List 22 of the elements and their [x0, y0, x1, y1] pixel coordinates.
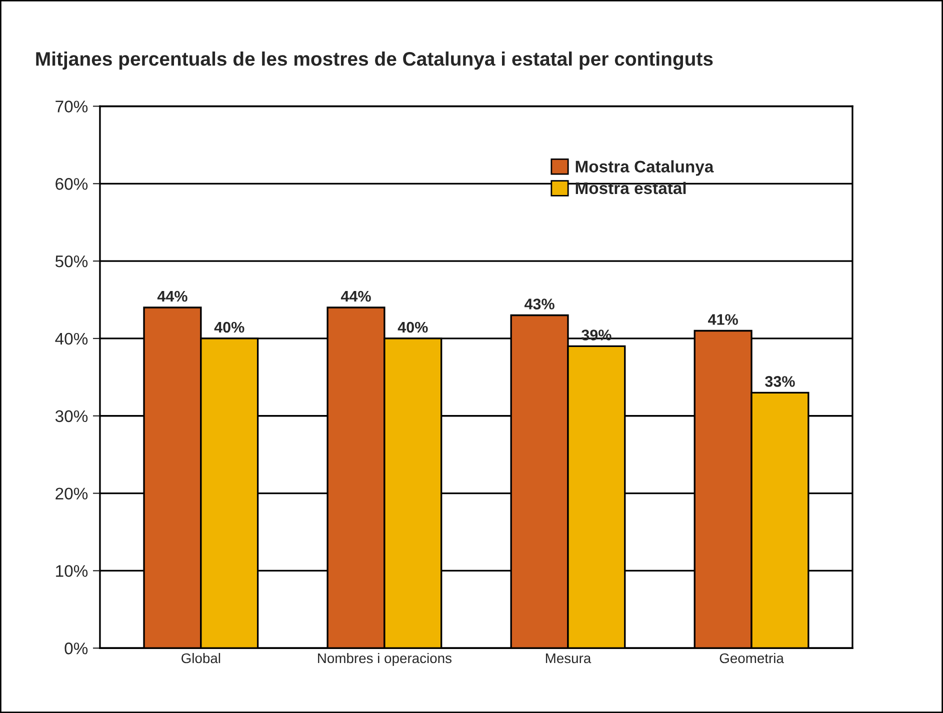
y-tick-label: 70%: [56, 100, 88, 112]
x-tick-label: Global: [182, 652, 220, 664]
y-tick-label: 0%: [64, 642, 88, 654]
y-tick-label: 40%: [55, 332, 88, 345]
y-tick-label: 10%: [56, 565, 88, 577]
data-label: 43%: [524, 298, 554, 310]
y-tick-label: 30%: [55, 410, 88, 422]
y-tick-label: 60%: [56, 178, 88, 190]
x-tick-label: Nombres i operacions: [318, 652, 452, 666]
data-label: 40%: [398, 322, 428, 333]
x-tick-label: Geometria: [720, 652, 784, 664]
data-label: 41%: [708, 314, 738, 325]
y-tick-label: 20%: [56, 488, 88, 500]
legend-label: Mostra Catalunya: [576, 160, 714, 176]
data-label: 44%: [157, 290, 188, 302]
x-tick-label: Mesura: [546, 653, 592, 664]
data-label: 40%: [214, 322, 244, 333]
legend-label: Mostra estatal: [576, 182, 686, 194]
data-label: 44%: [340, 290, 371, 302]
data-label: 33%: [765, 376, 795, 387]
y-tick-label: 50%: [55, 255, 88, 268]
chart-title: Mitjanes percentuals de les mostres de Catalunya i estatal per continguts: [36, 52, 713, 70]
